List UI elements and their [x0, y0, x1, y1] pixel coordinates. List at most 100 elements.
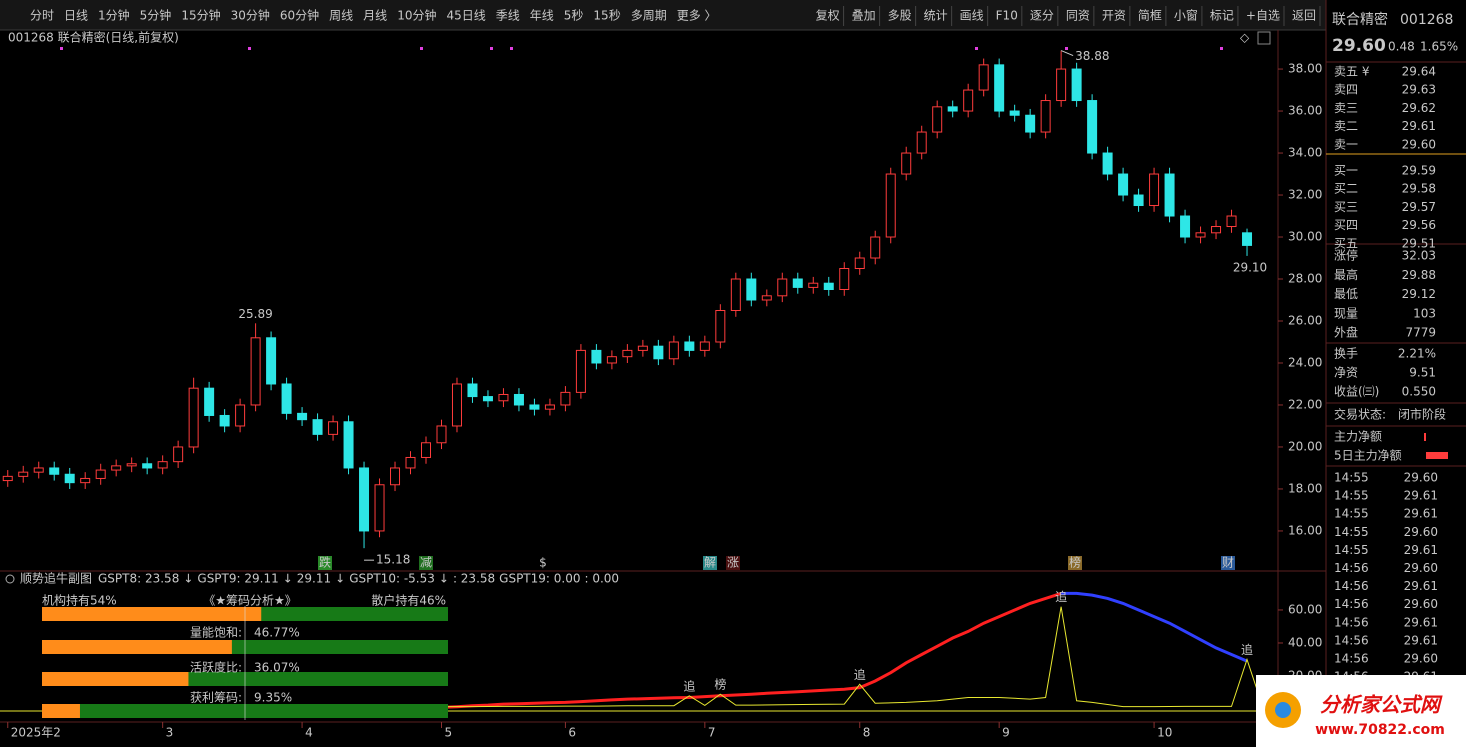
tick-price: 29.61: [1404, 489, 1438, 503]
y-tick-label: 28.00: [1288, 272, 1322, 286]
period-tab[interactable]: 10分钟: [397, 8, 436, 23]
tick-time: 14:56: [1334, 579, 1369, 593]
signal-dot: [510, 47, 513, 50]
toolbar-button[interactable]: 简框: [1138, 9, 1162, 23]
period-tab[interactable]: 月线: [363, 9, 387, 23]
period-tab[interactable]: 30分钟: [231, 8, 270, 23]
book-price: 29.64: [1402, 65, 1436, 79]
toolbar: [0, 0, 1326, 30]
event-label[interactable]: $: [539, 556, 547, 570]
candle-body: [901, 152, 912, 175]
chip-bar: [42, 640, 232, 654]
period-tab[interactable]: 年线: [530, 9, 554, 23]
y-tick-label: 22.00: [1288, 397, 1322, 411]
price-annotation: 38.88: [1075, 49, 1109, 63]
tick-price: 29.60: [1404, 652, 1438, 666]
event-badge[interactable]: [1068, 556, 1082, 570]
candle-body: [281, 383, 292, 414]
chip-label: 散户持有46%: [371, 593, 446, 608]
chip-value: 36.07%: [254, 661, 300, 675]
x-tick-label: 2025年2: [11, 726, 61, 740]
toolbar-button[interactable]: 开资: [1102, 9, 1126, 23]
toolbar-button[interactable]: 同资: [1066, 9, 1090, 23]
x-tick-label: 6: [568, 726, 576, 740]
candle-body: [529, 404, 540, 410]
event-label[interactable]: 榜: [1069, 555, 1081, 570]
stat-value: 29.88: [1402, 268, 1436, 282]
icon[interactable]: ◇: [1240, 31, 1250, 45]
legend-entry: : 0.00: [584, 572, 619, 586]
toolbar-button[interactable]: 叠加: [852, 9, 876, 23]
signal-label: 追: [1055, 589, 1067, 604]
candle-body: [916, 131, 927, 154]
period-tab[interactable]: 15秒: [593, 9, 620, 23]
toolbar-button[interactable]: 统计: [924, 9, 948, 23]
indicator-line: [441, 591, 1062, 709]
event-badge[interactable]: [419, 556, 433, 570]
toolbar-button[interactable]: 逐分: [1030, 9, 1054, 23]
icon[interactable]: [1257, 31, 1271, 45]
toolbar-button[interactable]: 复权: [816, 9, 840, 23]
period-tab[interactable]: 日线: [64, 9, 88, 23]
toolbar-button[interactable]: 画线: [960, 9, 984, 23]
period-tab[interactable]: 分时: [30, 9, 54, 23]
event-label[interactable]: 减: [420, 556, 432, 570]
tick-time: 14:56: [1334, 615, 1369, 629]
event-label[interactable]: 跌: [319, 555, 331, 570]
candle-body: [250, 337, 261, 406]
toolbar-button[interactable]: 标记: [1210, 9, 1234, 23]
toolbar-button[interactable]: 多股: [888, 9, 912, 23]
period-tab[interactable]: 5分钟: [140, 8, 172, 23]
x-tick-label: 7: [708, 726, 716, 740]
candle-body: [328, 421, 339, 435]
stat-label: 现量: [1334, 306, 1358, 320]
event-label[interactable]: 涨: [727, 555, 739, 570]
y-tick-label: 30.00: [1288, 230, 1322, 244]
candle-body: [792, 278, 803, 288]
toolbar-button[interactable]: +自选: [1246, 9, 1280, 23]
event-label[interactable]: 解: [704, 556, 716, 570]
period-tab[interactable]: 季线: [496, 9, 520, 23]
period-tab[interactable]: 周线: [329, 9, 353, 23]
candle-body: [80, 477, 91, 484]
legend-entry: : 23.58: [453, 572, 495, 586]
candle-body: [622, 349, 633, 358]
book-price: 29.58: [1402, 182, 1436, 196]
period-tab[interactable]: 60分钟: [280, 8, 319, 23]
chip-name: 活跃度比:: [190, 660, 242, 675]
period-tab[interactable]: 1分钟: [98, 8, 130, 23]
event-badge[interactable]: [318, 556, 332, 570]
period-tab[interactable]: 更多 〉: [677, 9, 717, 23]
period-tab[interactable]: 15分钟: [181, 8, 220, 23]
book-price: 29.56: [1402, 218, 1436, 232]
event-label[interactable]: 财: [1222, 556, 1234, 570]
tick-time: 14:55: [1334, 489, 1369, 503]
toolbar-button[interactable]: 返回: [1292, 9, 1316, 23]
candle-body: [777, 278, 788, 297]
signal-dot: [490, 47, 493, 50]
candle-body: [932, 106, 943, 133]
period-tab[interactable]: 45日线: [446, 9, 485, 23]
event-badge[interactable]: [703, 556, 717, 570]
toolbar-button[interactable]: F10: [996, 9, 1018, 23]
icon[interactable]: [5, 574, 15, 584]
event-badge[interactable]: [536, 556, 550, 570]
book-price: 29.63: [1402, 83, 1436, 97]
legend-entry: GSPT9: 29.11: [197, 572, 278, 586]
period-tab[interactable]: 5秒: [564, 9, 584, 23]
period-tab[interactable]: 多周期: [631, 9, 667, 23]
candle-body: [157, 461, 168, 469]
change: 0.48: [1388, 40, 1415, 54]
event-badge[interactable]: [1221, 556, 1235, 570]
toolbar-button[interactable]: 小窗: [1174, 9, 1198, 23]
x-tick-label: 3: [166, 726, 174, 740]
candle-body: [653, 345, 664, 360]
event-badge[interactable]: [726, 556, 740, 570]
tick-price: 29.61: [1404, 615, 1438, 629]
candle-body: [49, 467, 60, 475]
candle-body: [126, 463, 137, 467]
candle-body: [1040, 100, 1051, 133]
candle-body: [204, 387, 215, 416]
signal-dot: [248, 47, 251, 50]
candle-body: [173, 446, 184, 463]
